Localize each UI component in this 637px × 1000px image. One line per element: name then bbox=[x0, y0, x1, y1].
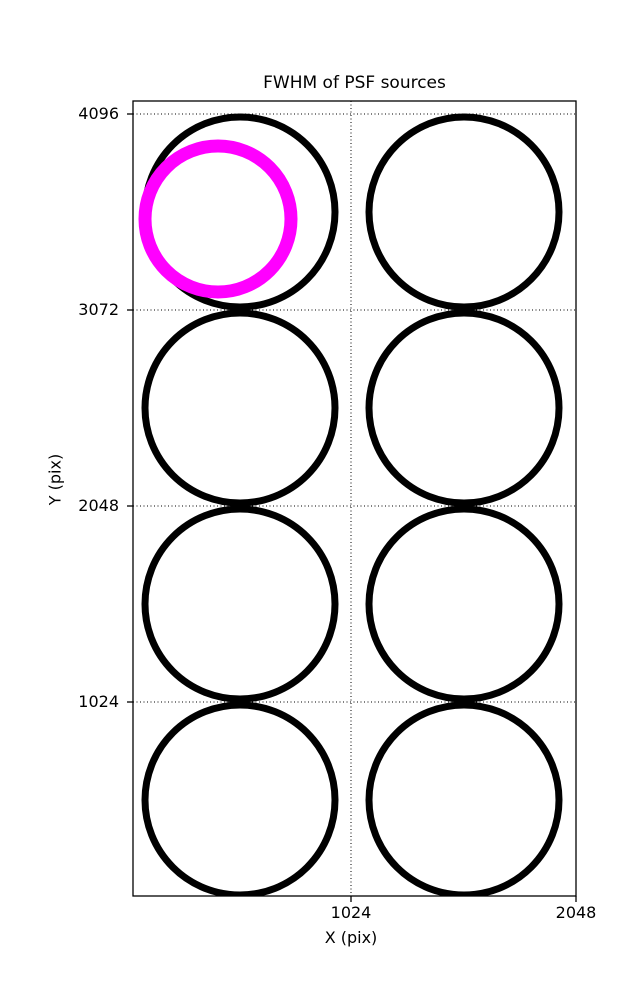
psf-circle bbox=[365, 701, 563, 896]
xtick-label-2048: 2048 bbox=[555, 903, 597, 922]
psf-circle bbox=[141, 505, 339, 703]
highlighted-source-circle bbox=[138, 139, 298, 299]
y-axis-label: Y (pix) bbox=[45, 453, 65, 506]
psf-circle-highlighted bbox=[138, 139, 298, 299]
axes-spines bbox=[132, 100, 577, 897]
ytick-label-2048: 2048 bbox=[78, 496, 119, 515]
ytick-label-1024: 1024 bbox=[78, 692, 119, 711]
psf-source-circles bbox=[141, 113, 563, 896]
ytick-label-3072: 3072 bbox=[78, 300, 119, 319]
xtick-label-1024: 1024 bbox=[330, 903, 372, 922]
psf-circle bbox=[365, 505, 563, 703]
psf-circle bbox=[365, 309, 563, 507]
psf-circle bbox=[365, 113, 563, 311]
plot-title: FWHM of PSF sources bbox=[263, 73, 446, 93]
tick-marks bbox=[127, 113, 577, 902]
psf-circle bbox=[141, 309, 339, 507]
psf-circle bbox=[141, 701, 339, 896]
x-axis-label: X (pix) bbox=[324, 928, 378, 947]
ytick-label-4096: 4096 bbox=[78, 104, 119, 123]
plot-background bbox=[133, 101, 576, 896]
